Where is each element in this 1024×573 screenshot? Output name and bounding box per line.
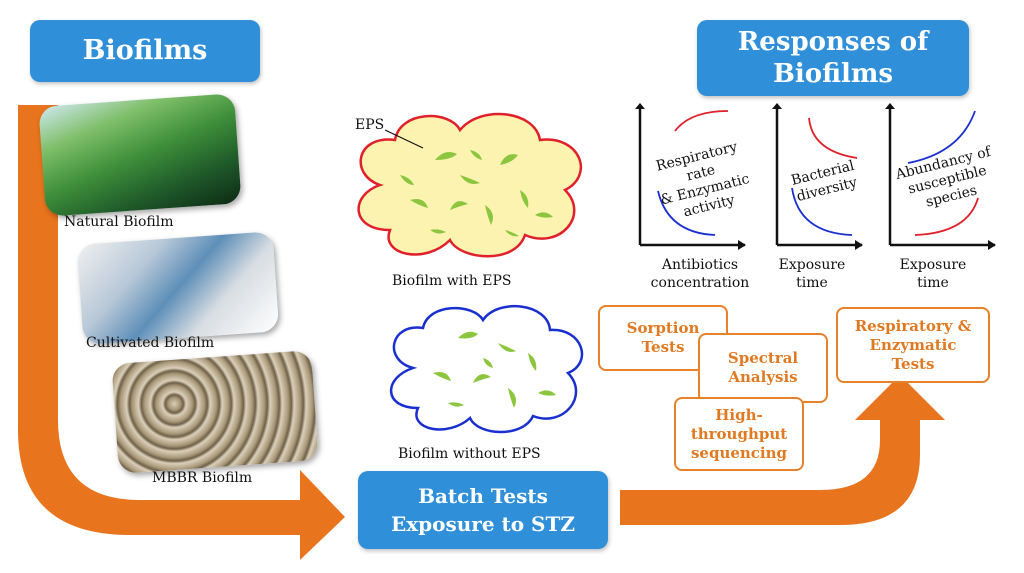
batch-tests-box: Batch Tests Exposure to STZ — [358, 471, 608, 549]
graph-susceptible-species — [885, 103, 996, 250]
respiratory-enzymatic-tests-box: Respiratory & Enzymatic Tests — [836, 307, 990, 383]
sorption-line2: Tests — [641, 338, 685, 356]
graph3-blue-curve — [907, 110, 976, 164]
mbbr-biofilm-photo — [111, 350, 319, 474]
responses-title-line1: Responses of — [737, 27, 929, 57]
eps-pointer-line — [384, 129, 424, 149]
high-throughput-sequencing-box: High- throughput sequencing — [674, 397, 804, 471]
graph-respiratory-rate — [635, 103, 746, 250]
graph3-red-curve — [914, 197, 979, 236]
graph1-axis-line1: Antibiotics — [661, 257, 739, 273]
natural-biofilm-caption: Natural Biofilm — [64, 214, 174, 230]
graph3-axis-line2: time — [917, 275, 949, 291]
batch-tests-line2: Exposure to STZ — [391, 512, 575, 536]
graph1-blue-curve — [657, 190, 716, 236]
spectral-line2: Analysis — [728, 368, 798, 386]
sequencing-line2: throughput — [690, 424, 788, 443]
graph1-red-curve — [674, 110, 729, 132]
spectral-analysis-box: Spectral Analysis — [698, 333, 828, 403]
biofilm-with-eps-caption: Biofilm with EPS — [392, 273, 512, 289]
eps-label: EPS — [355, 117, 385, 133]
graph-bacterial-diversity — [772, 103, 863, 250]
graph2-axis-label: Exposure time — [772, 256, 852, 292]
cultivated-biofilm-caption: Cultivated Biofilm — [86, 335, 215, 351]
respiratory-line3: Tests — [891, 354, 935, 373]
sequencing-line3: sequencing — [690, 443, 788, 462]
responses-title-box: Responses of Biofilms — [697, 20, 969, 96]
biofilm-with-eps-diagram — [357, 112, 583, 258]
graph2-axis-line2: time — [796, 275, 828, 291]
responses-title-line2: Biofilms — [772, 59, 894, 89]
mbbr-biofilm-caption: MBBR Biofilm — [152, 470, 253, 486]
sorption-line1: Sorption — [626, 319, 700, 337]
graph2-blue-curve — [791, 187, 853, 236]
respiratory-line1: Respiratory & — [854, 316, 972, 335]
graph2-axis-line1: Exposure — [778, 257, 846, 273]
sequencing-line1: High- — [715, 405, 763, 424]
graph2-red-curve — [808, 117, 858, 159]
graph1-axis-label: Antibiotics concentration — [630, 256, 770, 292]
biofilms-title: Biofilms — [82, 35, 208, 66]
graph1-axis-line2: concentration — [650, 275, 750, 291]
biofilms-title-box: Biofilms — [30, 20, 260, 82]
biofilm-without-eps-caption: Biofilm without EPS — [398, 446, 541, 462]
respiratory-line2: Enzymatic — [869, 335, 957, 354]
natural-biofilm-photo — [38, 93, 242, 217]
spectral-line1: Spectral — [727, 349, 799, 367]
batch-tests-line1: Batch Tests — [418, 484, 548, 508]
cultivated-biofilm-photo — [76, 231, 280, 345]
graph3-axis-label: Exposure time — [893, 256, 973, 292]
biofilm-without-eps-diagram — [389, 305, 584, 434]
graph3-axis-line1: Exposure — [899, 257, 967, 273]
